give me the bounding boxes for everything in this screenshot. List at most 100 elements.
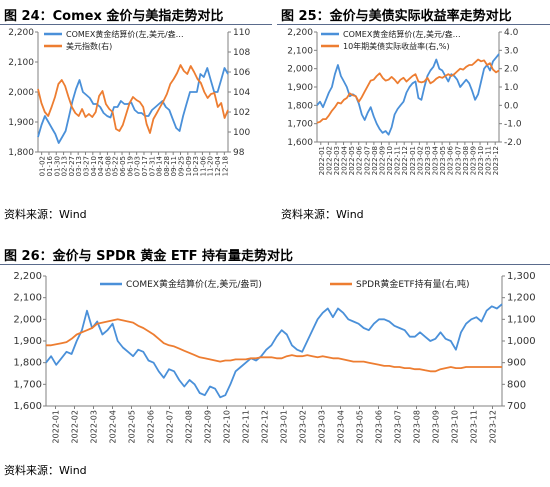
x-tick-label: 2022-12	[261, 410, 270, 443]
x-tick-label: 10-09	[185, 156, 193, 176]
x-tick-label: 12-04	[214, 155, 222, 176]
x-tick-label: 2023-05	[439, 146, 447, 175]
x-tick-label: 2022-03	[333, 146, 341, 175]
x-tick-label: 2022-11	[394, 146, 402, 175]
y-tick-label-right: 100	[233, 128, 250, 138]
legend-label: COMEX黄金结算价(左,美元/盎…	[66, 29, 184, 39]
x-tick-label: 07-31	[148, 156, 156, 176]
x-tick-label: 2023-03	[318, 410, 327, 443]
y-tick-label-right: 4.0	[504, 28, 519, 38]
x-tick-label: 2022-01	[318, 146, 326, 175]
y-tick-label-left: 2,200	[287, 28, 313, 38]
x-tick-label: 2023-11	[470, 410, 479, 443]
y-tick-label-right: 0.0	[504, 101, 519, 111]
x-tick-label: 01-02	[39, 156, 47, 176]
x-tick-label: 2022-02	[71, 410, 80, 443]
x-tick-label: 2022-07	[363, 146, 371, 175]
x-tick-label: 09-11	[170, 156, 178, 176]
x-tick-label: 2022-03	[90, 410, 99, 443]
x-tick-label: 05-08	[104, 156, 112, 176]
chart-title: 图 24：Comex 金价与美指走势对比	[4, 9, 224, 24]
x-tick-label: 02-13	[61, 156, 69, 176]
y-tick-label-left: 1,800	[8, 148, 34, 158]
title-divider	[0, 24, 272, 25]
x-tick-label: 2022-11	[242, 410, 251, 443]
series-line-gold-price	[45, 303, 503, 399]
chart-svg: 1,600 1,700 1,800 1,900 2,000 2,100 2,200 -2.0 -…	[287, 28, 522, 175]
x-tick-label: 2023-05	[356, 410, 365, 443]
x-tick-label: 2023-06	[447, 145, 455, 175]
x-tick-label: 2023-12	[492, 146, 500, 175]
x-tick-label: 02-27	[68, 156, 76, 176]
x-tick-label: 07-03	[134, 156, 142, 176]
x-tick-label: 2023-02	[299, 410, 308, 443]
y-tick-label-right: 108	[233, 48, 250, 58]
chart-svg: 1,600 1,700 1,800 1,900 2,000 2,100 2,200 700 80…	[13, 271, 536, 443]
x-tick-label: 2023-09	[469, 146, 477, 175]
y-tick-label-left: 1,900	[8, 118, 34, 128]
x-tick-label: 09-25	[178, 156, 186, 176]
x-tick-label: 2022-01	[52, 410, 61, 443]
y-tick-label-left: 2,200	[8, 28, 34, 38]
x-tick-label: 11-06	[199, 155, 207, 176]
y-tick-label-right: -1.0	[504, 120, 522, 130]
x-tick-label: 2022-10	[223, 410, 232, 443]
x-tick-label: 2022-09	[378, 146, 386, 175]
y-tick-label-right: 1,100	[507, 314, 536, 325]
x-tick-label: 2022-05	[348, 146, 356, 175]
x-tick-label: 2022-06	[147, 410, 156, 443]
series-line-spdr-holdings	[46, 318, 502, 373]
x-tick-label: 2023-09	[432, 410, 441, 443]
y-tick-label-right: 1.0	[504, 83, 519, 93]
y-tick-label-left: 1,900	[287, 83, 313, 93]
y-tick-label-left: 2,000	[8, 88, 34, 98]
chart-svg: 1,800 1,900 2,000 2,100 2,200 98 100 102 104 106 1…	[8, 28, 250, 176]
chart-source: 资料来源：Wind	[4, 464, 87, 477]
x-tick-label: 2023-04	[432, 145, 440, 175]
chart-panel-fig24: 图 24：Comex 金价与美指走势对比 1,800 1,900 2,000 2,10…	[0, 0, 272, 235]
y-tick-label-right: 1,200	[507, 293, 536, 304]
x-tick-label: 2023-08	[413, 410, 422, 443]
x-tick-label: 2023-04	[337, 410, 346, 443]
y-tick-label-right: 2.0	[504, 65, 519, 75]
x-tick-label: 08-28	[163, 156, 171, 176]
y-tick-label-right: 900	[507, 358, 526, 369]
x-tick-label: 2023-01	[409, 146, 417, 175]
title-divider	[0, 264, 550, 265]
y-tick-label-right: 800	[507, 379, 526, 390]
legend-label: COMEX黄金结算价(左,美元/盎…	[343, 29, 461, 39]
x-tick-label: 04-24	[97, 155, 105, 176]
x-tick-label: 03-27	[83, 156, 91, 176]
y-tick-label-left: 2,100	[8, 58, 34, 68]
x-tick-label: 2022-10	[386, 146, 394, 175]
y-tick-label-right: 106	[233, 68, 250, 78]
y-tick-label-left: 1,600	[13, 401, 42, 412]
y-tick-label-left: 2,000	[287, 65, 313, 75]
x-tick-label: 06-05	[119, 156, 127, 176]
x-tick-label: 2022-04	[341, 145, 349, 175]
y-tick-label-right: 3.0	[504, 46, 519, 56]
x-tick-label: 2023-11	[485, 146, 493, 175]
chart-source: 资料来源：Wind	[281, 208, 364, 221]
y-tick-label-right: 700	[507, 401, 526, 412]
legend-label: 10年期美债实际收益率(右,%)	[343, 41, 450, 51]
x-tick-label: 2022-06	[356, 145, 364, 175]
x-tick-label: 2023-03	[424, 146, 432, 175]
x-tick-label: 2023-08	[462, 146, 470, 175]
x-tick-label: 2023-07	[394, 410, 403, 443]
series-line-gold-price	[316, 53, 500, 136]
x-tick-label: 2022-09	[204, 410, 213, 443]
x-tick-label: 2022-02	[325, 146, 333, 175]
y-tick-label-right: 1,000	[507, 336, 536, 347]
y-tick-label-left: 1,600	[287, 138, 313, 148]
y-tick-label-left: 1,800	[287, 101, 313, 111]
x-tick-label: 2022-08	[185, 410, 194, 443]
y-tick-label-right: 110	[233, 28, 250, 38]
legend-label: 美元指数(右)	[66, 41, 112, 51]
x-tick-label: 2022-12	[401, 146, 409, 175]
x-tick-label: 2022-04	[109, 410, 118, 443]
y-tick-label-right: 98	[233, 148, 245, 158]
legend-label: COMEX黄金结算价(左,美元/盎司)	[126, 278, 262, 290]
y-tick-label-left: 2,000	[13, 314, 42, 325]
chart-panel-fig25: 图 25：金价与美债实际收益率走势对比 1,600 1,700 1,800 1,900…	[277, 0, 550, 235]
